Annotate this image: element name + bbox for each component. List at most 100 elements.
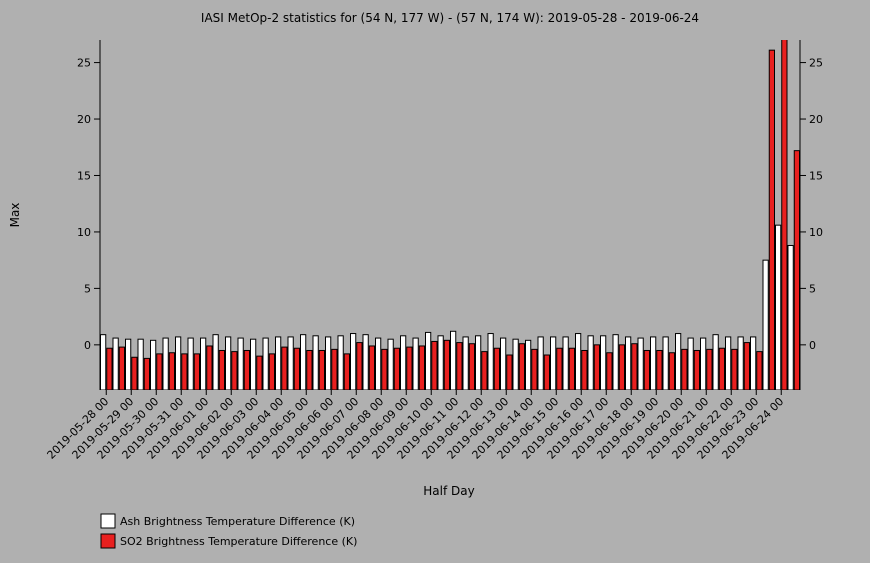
bar bbox=[387, 338, 394, 390]
bar bbox=[356, 342, 363, 390]
bar bbox=[675, 333, 682, 390]
bar bbox=[368, 345, 375, 390]
bar bbox=[718, 347, 725, 390]
bar bbox=[512, 338, 519, 390]
bar bbox=[287, 336, 294, 390]
bar bbox=[625, 336, 632, 390]
bar bbox=[450, 330, 457, 390]
bar bbox=[693, 349, 700, 390]
bar bbox=[337, 335, 344, 390]
bar bbox=[787, 244, 794, 390]
bar bbox=[737, 336, 744, 390]
bar bbox=[262, 337, 269, 390]
bar bbox=[687, 337, 694, 390]
bar bbox=[731, 348, 738, 390]
bar bbox=[506, 354, 513, 390]
bar bbox=[775, 224, 782, 390]
bar bbox=[606, 352, 613, 390]
y-tick-label: 10 bbox=[77, 226, 91, 239]
bar bbox=[793, 150, 800, 390]
x-axis-label: Half Day bbox=[423, 484, 474, 498]
bar bbox=[756, 351, 763, 390]
bar bbox=[243, 349, 250, 390]
bar bbox=[581, 349, 588, 390]
bar bbox=[293, 347, 300, 390]
bar bbox=[668, 352, 675, 390]
bar bbox=[481, 351, 488, 390]
legend-label: SO2 Brightness Temperature Difference (K… bbox=[120, 535, 357, 548]
bar bbox=[418, 345, 425, 390]
bar bbox=[556, 347, 563, 390]
bar bbox=[143, 357, 150, 390]
bar bbox=[400, 335, 407, 390]
bar bbox=[112, 337, 119, 390]
bar bbox=[631, 343, 638, 390]
bar bbox=[593, 344, 600, 390]
y2-tick-label: 5 bbox=[809, 282, 816, 295]
bar bbox=[168, 352, 175, 390]
y-tick-label: 20 bbox=[77, 113, 91, 126]
bar bbox=[237, 337, 244, 390]
bar bbox=[187, 337, 194, 390]
bar bbox=[518, 343, 525, 390]
bar bbox=[537, 336, 544, 390]
bar bbox=[206, 345, 213, 390]
bar bbox=[643, 349, 650, 390]
bar bbox=[175, 336, 182, 390]
chart-title: IASI MetOp-2 statistics for (54 N, 177 W… bbox=[201, 11, 699, 25]
bar bbox=[725, 336, 732, 390]
legend-label: Ash Brightness Temperature Difference (K… bbox=[120, 515, 355, 528]
bar bbox=[393, 347, 400, 390]
bar bbox=[743, 342, 750, 390]
bar bbox=[268, 353, 275, 390]
bar bbox=[318, 349, 325, 390]
bar bbox=[487, 333, 494, 390]
bar bbox=[475, 335, 482, 390]
bar bbox=[500, 337, 507, 390]
y2-tick-label: 20 bbox=[809, 113, 823, 126]
bar bbox=[700, 337, 707, 390]
legend-swatch bbox=[100, 533, 116, 549]
bar bbox=[125, 338, 132, 390]
bar bbox=[212, 334, 219, 390]
bar bbox=[437, 335, 444, 390]
bar bbox=[712, 334, 719, 390]
bar bbox=[531, 348, 538, 390]
bar bbox=[618, 344, 625, 390]
bar bbox=[325, 336, 332, 390]
bar bbox=[331, 348, 338, 390]
bar bbox=[462, 336, 469, 390]
bar bbox=[662, 336, 669, 390]
bar bbox=[137, 338, 144, 390]
bar bbox=[468, 343, 475, 390]
bar bbox=[562, 336, 569, 390]
bar bbox=[493, 347, 500, 390]
y2-tick-label: 25 bbox=[809, 57, 823, 70]
bar bbox=[637, 337, 644, 390]
bar bbox=[256, 355, 263, 390]
bar bbox=[100, 334, 107, 390]
bar bbox=[768, 49, 775, 390]
bar bbox=[150, 339, 157, 390]
bar bbox=[312, 335, 319, 390]
bar bbox=[650, 336, 657, 390]
bar bbox=[118, 346, 125, 390]
bar bbox=[162, 337, 169, 390]
bar bbox=[362, 334, 369, 390]
bar bbox=[412, 337, 419, 390]
y2-tick-label: 15 bbox=[809, 169, 823, 182]
bar bbox=[300, 334, 307, 390]
bar bbox=[193, 353, 200, 390]
bar bbox=[543, 354, 550, 390]
y-tick-label: 5 bbox=[84, 282, 91, 295]
bar bbox=[456, 342, 463, 390]
bar bbox=[200, 337, 207, 390]
bar bbox=[281, 346, 288, 390]
bar bbox=[568, 347, 575, 390]
bar bbox=[306, 349, 313, 390]
plot-area bbox=[100, 40, 800, 390]
bar bbox=[406, 346, 413, 390]
bar bbox=[131, 356, 138, 390]
bar bbox=[575, 333, 582, 390]
